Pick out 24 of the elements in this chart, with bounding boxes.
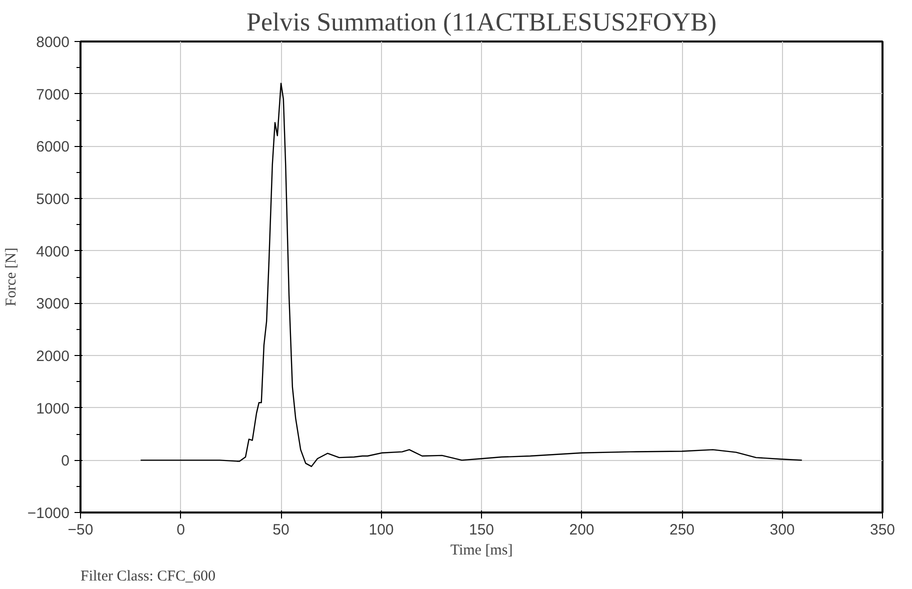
y-tick-label: 5000 bbox=[36, 191, 70, 208]
x-tick-label: 200 bbox=[569, 522, 594, 538]
x-tick-label: −50 bbox=[68, 522, 94, 538]
y-tick-label: 4000 bbox=[36, 243, 70, 260]
x-tick-label: 250 bbox=[669, 522, 695, 538]
y-tick-label: 7000 bbox=[36, 86, 70, 104]
line-series bbox=[140, 82, 802, 468]
y-tick-label: 0 bbox=[61, 452, 70, 470]
y-tick-label: 2000 bbox=[36, 348, 70, 365]
x-tick-label: 50 bbox=[272, 522, 290, 538]
x-axis-title: Time [ms] bbox=[450, 542, 513, 558]
x-tick-label: 0 bbox=[176, 522, 185, 538]
chart-title: Pelvis Summation (11ACTBLESUS2FOYB) bbox=[246, 8, 716, 36]
y-tick-label: 3000 bbox=[36, 296, 70, 313]
y-tick-label: 8000 bbox=[36, 34, 70, 51]
x-tick-label: 100 bbox=[368, 522, 394, 538]
y-tick-label: 6000 bbox=[36, 138, 70, 156]
y-tick-label: −1000 bbox=[27, 505, 70, 522]
text: Filter Class: CFC_600 bbox=[80, 568, 216, 584]
y-axis-title: Force [N] bbox=[3, 248, 20, 306]
y-tick-label: 1000 bbox=[36, 400, 70, 418]
x-tick-label: 150 bbox=[468, 522, 494, 538]
x-tick-label: 300 bbox=[770, 522, 795, 538]
x-tick-label: 350 bbox=[870, 522, 896, 538]
